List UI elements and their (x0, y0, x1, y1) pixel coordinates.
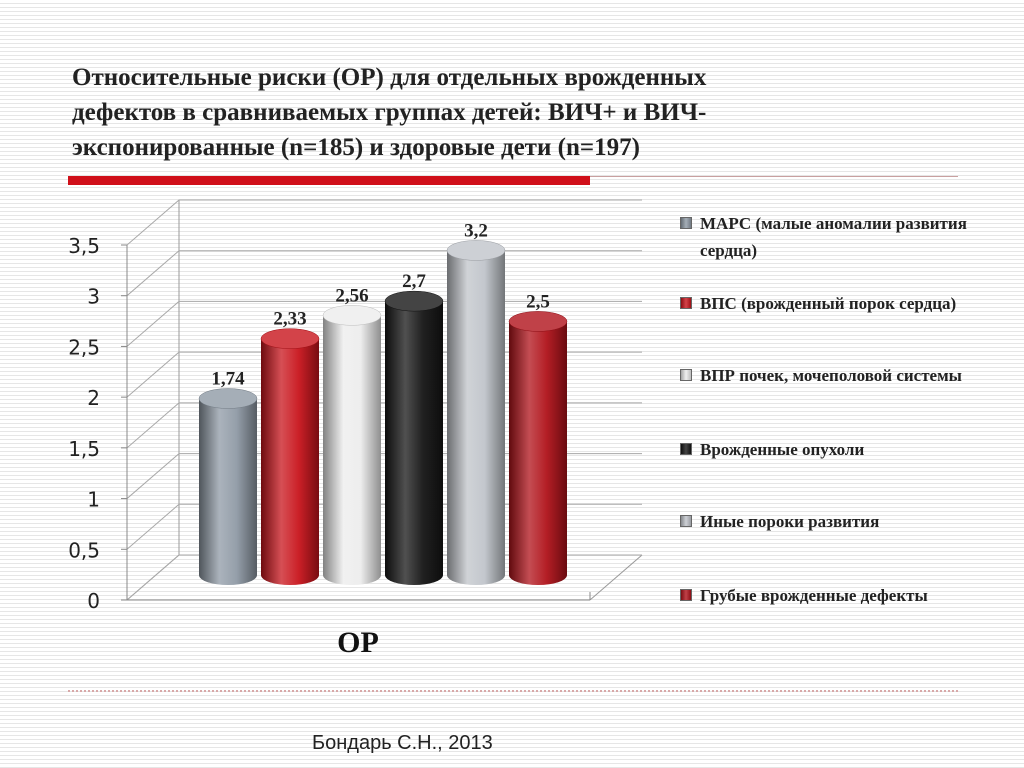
bar-top (260, 328, 320, 349)
title-underline (68, 176, 958, 185)
title-underline-red (68, 176, 590, 185)
y-tick-label: 2,5 (68, 335, 100, 359)
bottom-divider (68, 690, 958, 692)
legend-label: ВПР почек, мочеполовой системы (700, 366, 962, 385)
gridline (126, 250, 642, 297)
y-tick-label: 2 (87, 386, 100, 410)
legend-swatch (680, 589, 692, 601)
data-label: 2,33 (273, 309, 306, 330)
data-label: 2,7 (402, 271, 426, 292)
y-tick-label: 1,5 (68, 437, 100, 461)
legend-label: Грубые врожденные дефекты (700, 586, 928, 605)
y-tick-label: 1 (87, 488, 100, 512)
legend-label: МАРС (малые аномалии развития сердца) (700, 214, 967, 260)
legend-swatch (680, 217, 692, 229)
legend-label: Врожденные опухоли (700, 440, 865, 459)
bar (385, 301, 443, 585)
legend-label: ВПС (врожденный порок сердца) (700, 294, 957, 313)
source-citation: Бондарь С.Н., 2013 (312, 732, 493, 754)
bar (509, 321, 567, 585)
bar (323, 315, 381, 585)
title-underline-grey (590, 176, 958, 177)
data-label: 2,56 (335, 285, 368, 306)
legend-swatch (680, 515, 692, 527)
bar (447, 250, 505, 585)
bar-top (446, 240, 506, 261)
y-tick-label: 3,5 (68, 234, 100, 258)
data-label: 2,5 (526, 291, 550, 312)
legend-swatch (680, 297, 692, 309)
data-label: 1,74 (211, 369, 245, 390)
y-tick-label: 0 (87, 589, 100, 613)
y-tick-label: 0,5 (68, 538, 100, 562)
bar-top (508, 311, 568, 332)
page-title: Относительные риски (ОР) для отдельных в… (72, 64, 707, 161)
bar-top (384, 290, 444, 312)
gridline (126, 199, 642, 246)
legend-swatch (680, 443, 692, 455)
legend-swatch (680, 369, 692, 381)
bar (261, 338, 319, 585)
bar-top (322, 305, 382, 326)
x-axis-title: ОР (337, 626, 379, 659)
bar-top (198, 388, 258, 409)
bar (199, 398, 257, 585)
data-label: 3,2 (464, 220, 488, 241)
legend-label: Иные пороки развития (700, 512, 880, 531)
y-tick-label: 3 (87, 285, 100, 309)
